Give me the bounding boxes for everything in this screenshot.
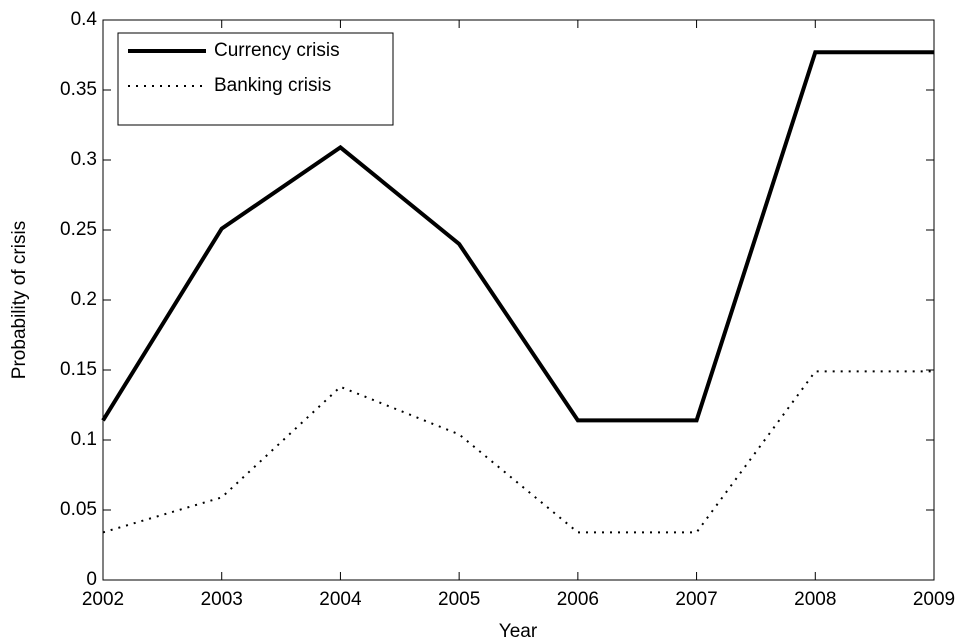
x-tick-label: 2005 <box>438 589 480 610</box>
y-tick-label: 0.35 <box>60 79 97 100</box>
x-tick-label: 2009 <box>913 589 955 610</box>
y-tick-label: 0.1 <box>71 429 97 450</box>
y-tick-label: 0 <box>86 569 97 590</box>
y-axis-label: Probability of crisis <box>9 221 30 379</box>
legend-label: Banking crisis <box>214 75 331 96</box>
y-tick-label: 0.25 <box>60 219 97 240</box>
legend-label: Currency crisis <box>214 40 340 61</box>
x-tick-label: 2008 <box>794 589 836 610</box>
y-tick-label: 0.05 <box>60 499 97 520</box>
x-axis-label: Year <box>499 621 538 642</box>
legend-box <box>117 32 394 126</box>
y-tick-label: 0.2 <box>71 289 97 310</box>
y-tick-label: 0.4 <box>71 9 98 30</box>
x-tick-label: 2007 <box>675 589 717 610</box>
x-tick-label: 2003 <box>201 589 243 610</box>
y-tick-label: 0.3 <box>71 149 97 170</box>
series-line <box>102 370 934 534</box>
x-tick-label: 2004 <box>319 589 362 610</box>
series-line <box>101 50 934 423</box>
x-tick-label: 2002 <box>82 589 124 610</box>
y-tick-label: 0.15 <box>60 359 97 380</box>
x-tick-label: 2006 <box>557 589 599 610</box>
